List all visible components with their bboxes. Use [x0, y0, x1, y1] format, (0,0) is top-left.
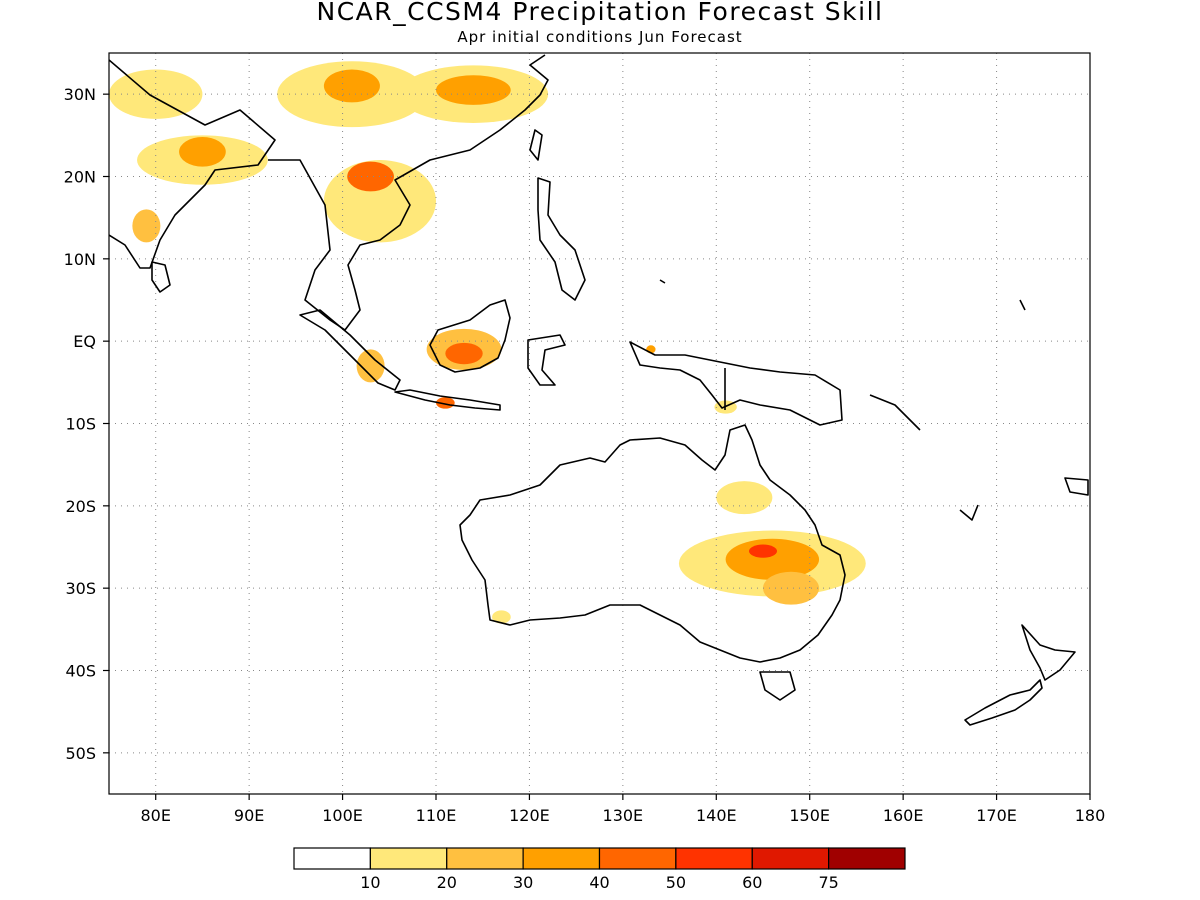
colorbar-label: 50: [666, 873, 686, 892]
skill-region: [725, 538, 820, 580]
colorbar-label: 30: [513, 873, 533, 892]
colorbar-swatch: [598, 847, 677, 870]
lon-tick-label: 90E: [234, 806, 264, 825]
skill-region: [109, 69, 203, 119]
lon-tick-label: 110E: [416, 806, 457, 825]
skill-region: [323, 69, 380, 103]
skill-region: [445, 342, 483, 365]
lat-tick-label: 50S: [65, 744, 96, 763]
coastlines: [109, 54, 1089, 726]
skill-region: [748, 544, 778, 558]
colorbar-swatch: [675, 847, 753, 870]
coast-borneo: [429, 299, 511, 373]
lon-tick-label: 160E: [883, 806, 924, 825]
skill-region: [763, 571, 820, 605]
coast-india: [109, 59, 276, 269]
lon-tick-label: 120E: [509, 806, 550, 825]
lat-tick-label: 10N: [64, 250, 96, 269]
colorbar-swatch: [522, 847, 601, 870]
skill-region: [492, 610, 511, 624]
colorbar-swatch: [828, 847, 906, 870]
lon-tick-label: 80E: [140, 806, 170, 825]
colorbar-label: 10: [360, 873, 380, 892]
colorbar-swatch: [751, 847, 830, 870]
coast-sri-lanka: [151, 261, 171, 293]
colorbar-swatch: [293, 847, 371, 870]
skill-region: [716, 481, 773, 515]
skill-region: [436, 75, 511, 105]
lat-tick-label: 30S: [65, 579, 96, 598]
colorbar-label: 75: [818, 873, 838, 892]
coast-nz-north: [1021, 624, 1076, 681]
coast-tasmania: [759, 671, 796, 701]
lat-tick-label: 20N: [64, 168, 96, 187]
lat-tick-label: 20S: [65, 497, 96, 516]
coast-philippines: [537, 177, 586, 301]
map-subtitle: Apr initial conditions Jun Forecast: [457, 28, 743, 46]
map-title: NCAR_CCSM4 Precipitation Forecast Skill: [316, 0, 884, 26]
lat-tick-label: 40S: [65, 662, 96, 681]
colorbar-swatch: [446, 847, 524, 870]
colorbar-label: 40: [589, 873, 609, 892]
lon-tick-label: 150E: [789, 806, 830, 825]
coast-nz-south: [964, 679, 1043, 726]
coast-sulawesi: [527, 334, 566, 386]
skill-region: [132, 209, 161, 243]
lon-tick-label: 170E: [976, 806, 1017, 825]
colorbar: 10 20 30 40 50 60 75: [293, 847, 906, 892]
lon-tick-label: 130E: [603, 806, 644, 825]
colorbar-label: 60: [742, 873, 762, 892]
skill-shading: [109, 61, 866, 624]
lat-tick-label: 30N: [64, 85, 96, 104]
coast-indochina: [268, 54, 549, 331]
skill-region: [179, 136, 226, 167]
skill-region: [356, 349, 385, 383]
lat-tick-label: EQ: [73, 332, 96, 351]
coast-pacific-islands: [659, 279, 1089, 521]
lon-tick-label: 100E: [322, 806, 363, 825]
coast-new-guinea: [629, 341, 843, 426]
colorbar-label: 20: [437, 873, 457, 892]
skill-region: [347, 161, 394, 192]
coast-sumatra: [299, 309, 401, 391]
lon-tick-label: 140E: [696, 806, 737, 825]
coast-java: [394, 389, 501, 411]
colorbar-swatch: [369, 847, 448, 870]
coast-taiwan: [529, 129, 543, 161]
lon-tick-label: 180: [1075, 806, 1106, 825]
lat-tick-label: 10S: [65, 415, 96, 434]
axes: 80E 90E 100E 110E 120E 130E 140E 150E 160E 170E 18…: [64, 52, 1106, 825]
coast-australia: [459, 424, 846, 663]
